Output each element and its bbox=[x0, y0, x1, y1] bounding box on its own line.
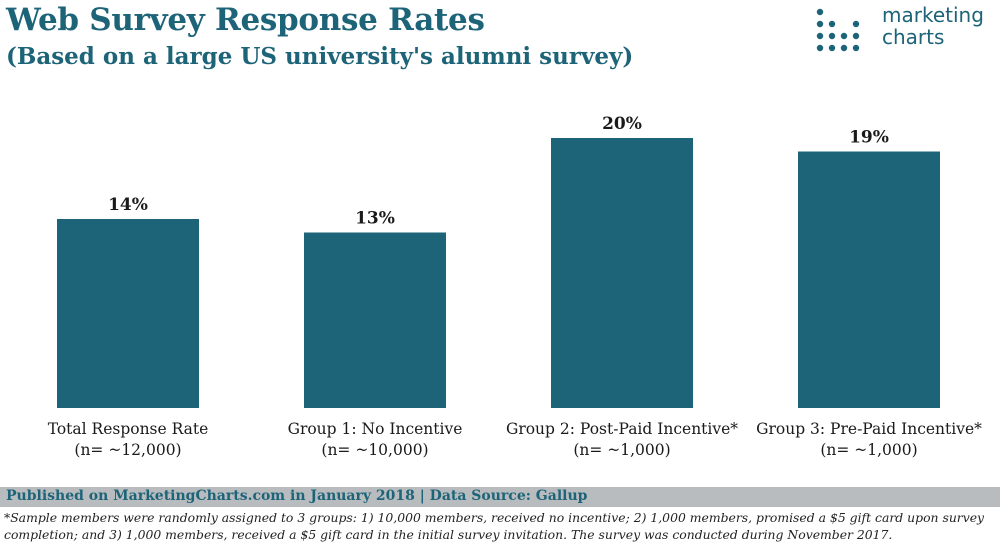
category-sample-size-3: (n= ~1,000) bbox=[573, 441, 670, 459]
source-text: Published on MarketingCharts.com in Janu… bbox=[6, 488, 588, 504]
logo-line-1: marketing bbox=[882, 3, 984, 27]
bar-chart: 14% Total Response Rate (n= ~12,000) 13% Gro… bbox=[48, 114, 982, 459]
chart-title: Web Survey Response Rates bbox=[6, 2, 485, 38]
category-sample-size-1: (n= ~12,000) bbox=[74, 441, 181, 459]
logo-line-2: charts bbox=[882, 25, 945, 49]
category-sample-size-4: (n= ~1,000) bbox=[820, 441, 917, 459]
bar-value-label-3: 20% bbox=[602, 114, 642, 134]
category-label-1: Total Response Rate bbox=[48, 420, 209, 438]
bar-2 bbox=[304, 232, 446, 408]
logo-dots-icon bbox=[816, 8, 860, 52]
footnote: *Sample members were randomly assigned t… bbox=[4, 510, 985, 542]
bar-3 bbox=[551, 138, 693, 408]
bar-value-label-2: 13% bbox=[355, 209, 395, 229]
chart-subtitle: (Based on a large US university's alumni… bbox=[6, 43, 634, 70]
bar-value-label-4: 19% bbox=[849, 128, 889, 148]
category-sample-size-2: (n= ~10,000) bbox=[321, 441, 428, 459]
category-label-2: Group 1: No Incentive bbox=[288, 420, 463, 438]
bar-value-label-1: 14% bbox=[108, 195, 148, 215]
marketingcharts-logo: marketing charts bbox=[816, 4, 996, 54]
bar-1 bbox=[57, 219, 199, 408]
source-banner: Published on MarketingCharts.com in Janu… bbox=[0, 487, 1000, 507]
category-label-3: Group 2: Post-Paid Incentive* bbox=[506, 420, 738, 438]
bar-4 bbox=[798, 151, 940, 408]
category-label-4: Group 3: Pre-Paid Incentive* bbox=[756, 420, 982, 438]
logo-wordmark: marketing charts bbox=[882, 4, 984, 48]
